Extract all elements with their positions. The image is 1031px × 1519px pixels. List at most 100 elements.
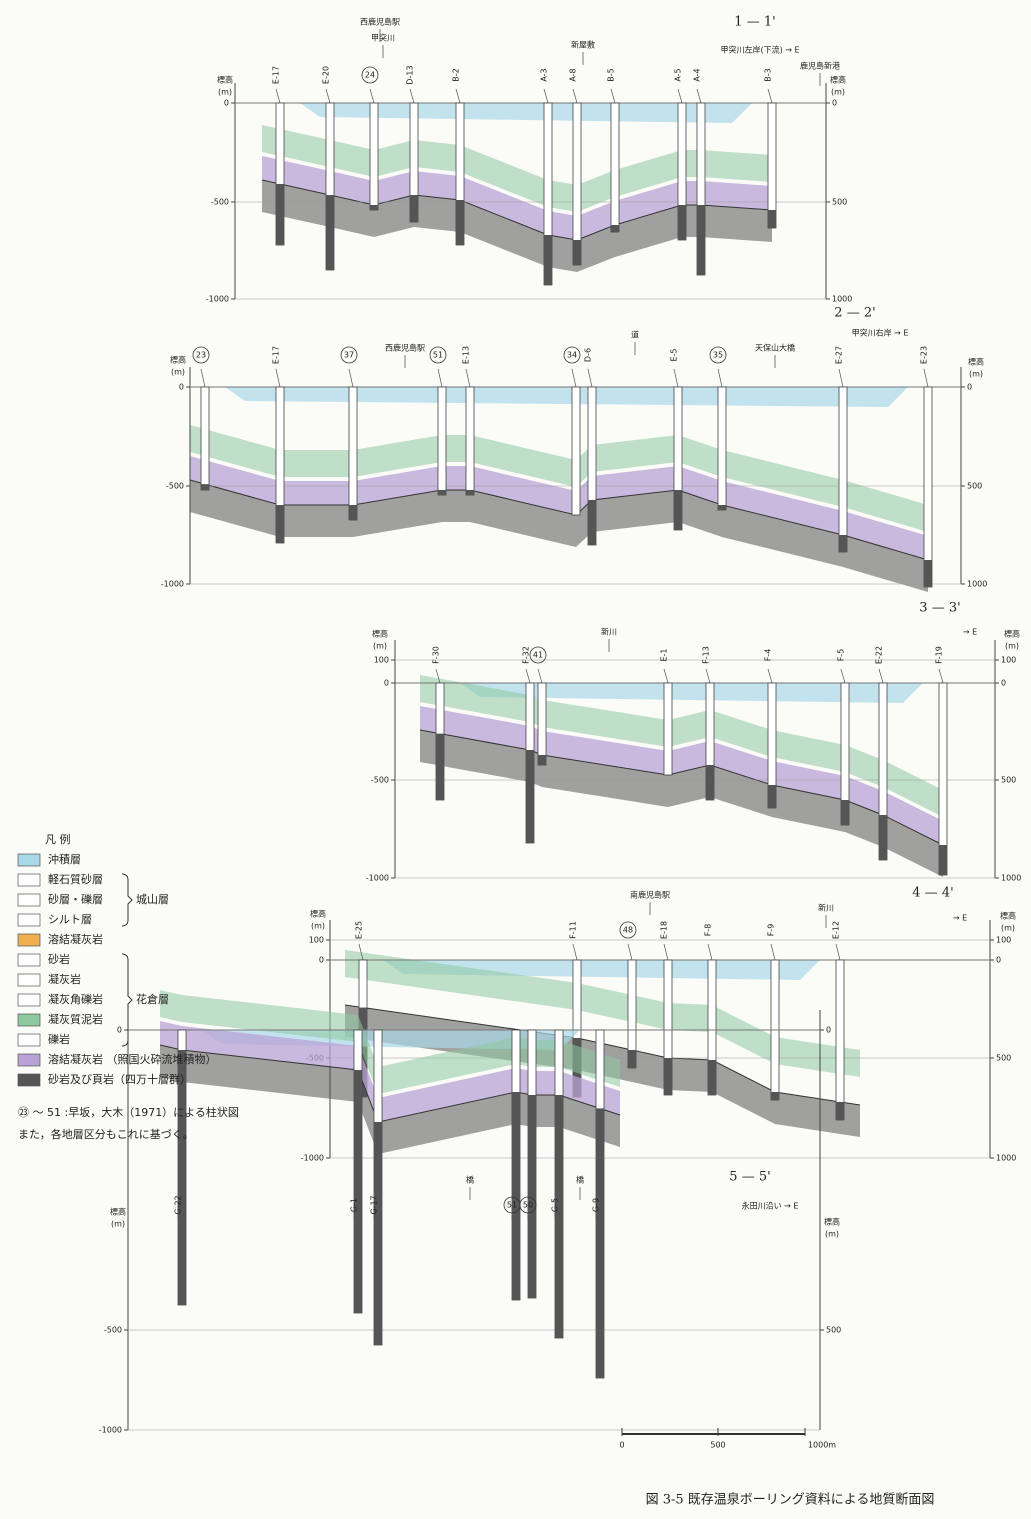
borehole-label: A-4: [693, 68, 702, 81]
left-tick-label: 100: [309, 936, 324, 945]
basement-band: [160, 1045, 620, 1154]
borehole-leader: [572, 943, 578, 961]
borehole-leader: [587, 368, 593, 388]
legend-label: 軽石質砂層: [48, 872, 103, 886]
legend-label: 凝灰質泥岩: [48, 1012, 103, 1026]
place-name: 新屋敷: [571, 40, 595, 50]
welded-tuff-band: [420, 706, 943, 845]
left-tick-label: -1000: [206, 295, 229, 304]
borehole-leader: [878, 668, 884, 684]
borehole-basement: [555, 1095, 563, 1338]
borehole-leader: [435, 668, 441, 684]
borehole-basement: [611, 225, 619, 232]
section-direction: → E: [953, 914, 967, 923]
borehole-basement: [538, 755, 546, 765]
borehole-leader: [571, 368, 577, 388]
borehole-basement: [708, 1060, 716, 1095]
axis-unit: (m): [1001, 924, 1015, 933]
borehole-basement: [436, 733, 444, 800]
legend-swatch: [17, 933, 41, 947]
borehole-leader: [938, 668, 944, 684]
right-tick-label: 100: [1001, 656, 1016, 665]
borehole-basement: [178, 1050, 186, 1305]
borehole-column: [369, 102, 379, 211]
section-direction: 永田川沿い → E: [742, 1201, 799, 1211]
borehole-leader: [537, 668, 543, 684]
borehole-basement: [370, 205, 378, 210]
axis-unit: (m): [311, 922, 325, 931]
right-tick-label: 500: [832, 198, 847, 207]
borehole-label: F-9: [767, 924, 776, 937]
borehole-label: D-6: [584, 348, 593, 362]
axis-unit: (m): [218, 88, 232, 97]
borehole-column: [610, 102, 620, 233]
borehole-label: 48: [623, 926, 633, 935]
right-tick-label: 500: [1001, 776, 1016, 785]
legend-swatch: [17, 893, 41, 907]
borehole-leader: [717, 368, 723, 388]
legend-brace: [121, 953, 133, 1047]
borehole-circle: [529, 646, 547, 664]
borehole-label: E-17: [272, 66, 281, 84]
borehole-label: F-11: [569, 921, 578, 939]
borehole-label: F-32: [522, 646, 531, 664]
borehole-leader: [663, 943, 669, 961]
borehole-leader: [200, 368, 206, 388]
borehole-basement: [718, 505, 726, 510]
borehole-basement: [201, 484, 209, 490]
alluvium-band: [460, 683, 923, 703]
borehole-label: 23: [196, 351, 206, 360]
axis-unit: (m): [111, 1220, 125, 1229]
borehole-label: G-9: [592, 1198, 601, 1212]
right-tick-label: 0: [967, 383, 972, 392]
borehole-leader: [348, 368, 354, 388]
borehole-basement: [354, 1070, 362, 1313]
caption: 図 3-5 既存温泉ボーリング資料による地質断面図: [646, 1492, 935, 1508]
left-tick-label: -500: [211, 198, 229, 207]
place-name: 天保山大橋: [755, 343, 795, 353]
borehole-basement: [276, 505, 284, 543]
borehole-basement: [438, 490, 446, 495]
borehole-label: F-4: [764, 649, 773, 662]
borehole-label: F-8: [704, 924, 713, 937]
basement-band: [190, 480, 928, 592]
borehole-basement: [276, 183, 284, 245]
section-direction: 甲突川右岸 → E: [852, 328, 909, 338]
alluvium-band: [225, 387, 908, 407]
mudstone-band: [190, 425, 928, 532]
borehole-leader: [572, 88, 578, 104]
right-tick-label: 0: [996, 956, 1001, 965]
borehole-label: D-13: [406, 65, 415, 84]
scale-label: 0: [619, 1441, 624, 1450]
mudstone-band: [420, 675, 943, 817]
place-name: 西鹿児島駅: [360, 17, 400, 27]
borehole-leader: [369, 88, 375, 104]
borehole-basement: [839, 535, 847, 552]
borehole-label: G-1: [350, 1198, 359, 1212]
right-tick-label: 500: [996, 1054, 1011, 1063]
scale-label: 500: [710, 1441, 725, 1450]
legend-label: 砂岩及び頁岩（四万十層群）: [48, 1072, 191, 1086]
borehole-leader: [677, 88, 683, 104]
legend-brace: [121, 873, 133, 927]
borehole-leader: [673, 368, 679, 388]
borehole-basement: [588, 500, 596, 545]
axis-unit: (m): [831, 88, 845, 97]
borehole-basement: [678, 205, 686, 240]
section-title: 1 — 1': [734, 15, 775, 30]
borehole-basement: [544, 235, 552, 285]
place-name: 橋: [466, 1175, 474, 1185]
left-tick-label: 0: [179, 383, 184, 392]
left-tick-label: -1000: [161, 580, 184, 589]
borehole-circle: [361, 66, 379, 84]
borehole-circle: [709, 346, 727, 364]
borehole-column: [537, 682, 547, 766]
borehole-leader: [610, 88, 616, 104]
right-tick-label: 500: [967, 482, 982, 491]
borehole-label: 50: [523, 1201, 533, 1210]
borehole-basement: [879, 815, 887, 860]
borehole-leader: [409, 88, 415, 104]
axis-label: 標高: [372, 629, 388, 639]
borehole-column: [200, 386, 210, 491]
